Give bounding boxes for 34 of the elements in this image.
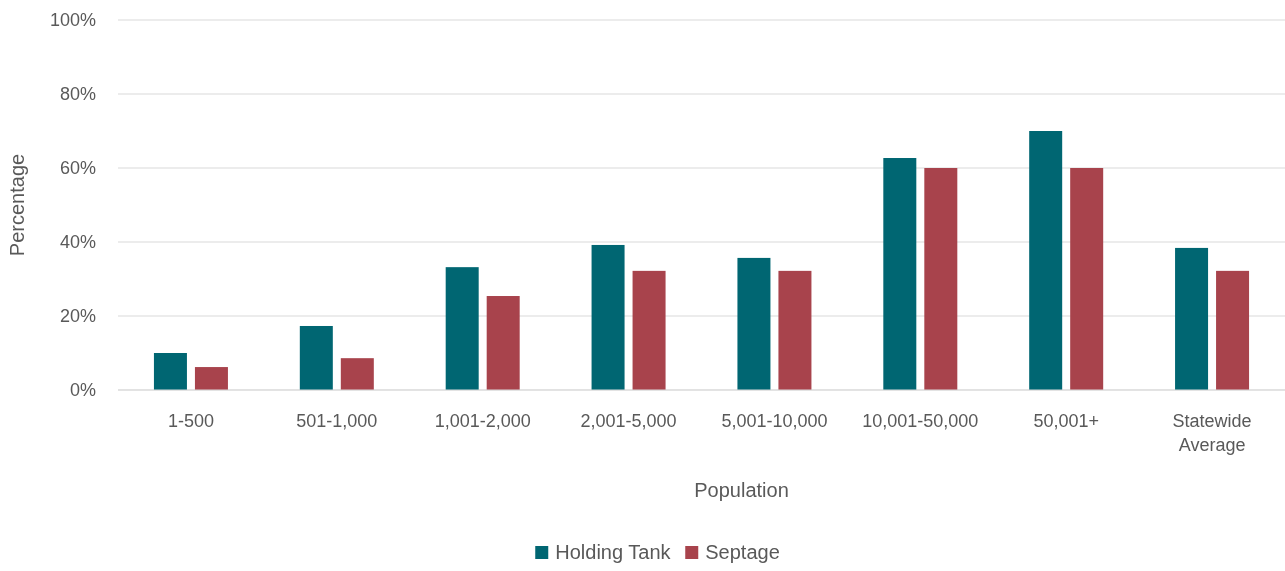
y-tick-label: 80% bbox=[59, 84, 96, 105]
legend-label: Holding Tank bbox=[555, 541, 672, 563]
bar bbox=[194, 367, 228, 390]
x-tick-label: 501-1,000 bbox=[296, 411, 378, 431]
x-tick-label: 2,001-5,000 bbox=[580, 411, 677, 431]
bar bbox=[632, 270, 666, 390]
x-tick-label: 1-500 bbox=[167, 411, 214, 431]
bar bbox=[486, 296, 520, 390]
bar bbox=[924, 168, 958, 390]
y-tick-label: 20% bbox=[59, 306, 96, 327]
bar bbox=[883, 158, 917, 390]
x-tick-label: 10,001-50,000 bbox=[862, 411, 979, 431]
x-tick-label: 50,001+ bbox=[1033, 411, 1099, 431]
bar bbox=[1070, 168, 1104, 390]
y-tick-label: 60% bbox=[59, 158, 96, 179]
bar bbox=[153, 353, 187, 390]
x-tick-label: Statewide Average bbox=[1172, 411, 1252, 455]
y-tick-label: 100% bbox=[49, 10, 96, 31]
bar bbox=[299, 325, 333, 390]
y-tick-label: 40% bbox=[59, 232, 96, 253]
bar bbox=[778, 270, 812, 390]
x-axis-title: Population bbox=[694, 479, 789, 501]
bar bbox=[1175, 247, 1209, 390]
bar bbox=[340, 358, 374, 390]
y-tick-label: 0% bbox=[69, 380, 96, 401]
bar bbox=[1216, 270, 1250, 390]
y-axis-title: Percentage bbox=[6, 153, 28, 257]
bar bbox=[737, 257, 771, 390]
bar bbox=[591, 244, 625, 390]
x-tick-label: 5,001-10,000 bbox=[721, 411, 828, 431]
bar bbox=[445, 267, 479, 390]
bar bbox=[1029, 131, 1063, 390]
legend-label: Septage bbox=[705, 541, 780, 563]
x-tick-label: 1,001-2,000 bbox=[434, 411, 531, 431]
